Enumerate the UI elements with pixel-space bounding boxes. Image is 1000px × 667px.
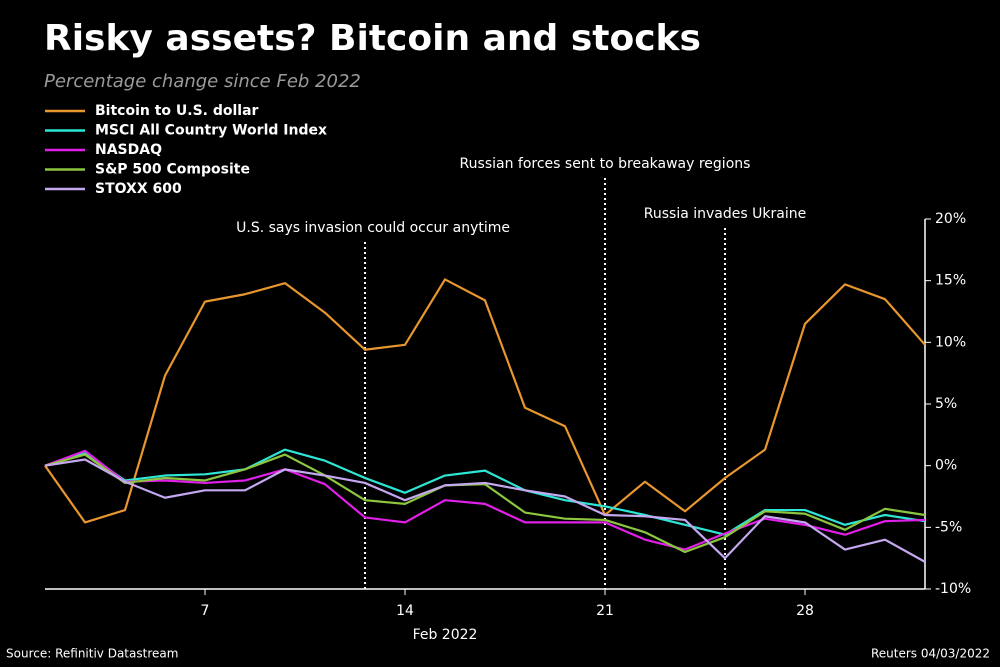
legend-label: Bitcoin to U.S. dollar	[95, 103, 259, 119]
legend-label: STOXX 600	[95, 181, 182, 197]
source: Source: Refinitiv Datastream	[6, 647, 178, 661]
x-tick-label: 28	[796, 603, 814, 619]
credit: Reuters 04/03/2022	[871, 647, 990, 661]
series-line	[44, 458, 926, 563]
y-tick-label: 15%	[935, 273, 966, 289]
y-tick-label: 5%	[935, 396, 957, 412]
x-tick-label: 14	[396, 603, 414, 619]
annotation: Russia invades Ukraine	[644, 206, 806, 222]
annotation: Russian forces sent to breakaway regions	[460, 156, 751, 172]
x-axis-label: Feb 2022	[413, 627, 478, 643]
y-tick-label: 10%	[935, 334, 966, 350]
y-tick-label: 20%	[935, 211, 966, 227]
series-line	[44, 448, 926, 536]
series-line	[44, 453, 926, 554]
x-tick-label: 7	[201, 603, 210, 619]
y-tick-label: -10%	[935, 581, 971, 597]
y-tick-label: 0%	[935, 458, 957, 474]
series-line	[44, 278, 926, 524]
x-tick-label: 21	[596, 603, 614, 619]
chart-subtitle: Percentage change since Feb 2022	[44, 71, 361, 92]
series-line	[44, 449, 926, 551]
annotation: U.S. says invasion could occur anytime	[236, 220, 510, 236]
chart-title: Risky assets? Bitcoin and stocks	[44, 18, 701, 59]
legend-label: MSCI All Country World Index	[95, 123, 327, 139]
y-tick-label: -5%	[935, 519, 962, 535]
legend-label: NASDAQ	[95, 142, 162, 158]
legend-label: S&P 500 Composite	[95, 162, 250, 178]
